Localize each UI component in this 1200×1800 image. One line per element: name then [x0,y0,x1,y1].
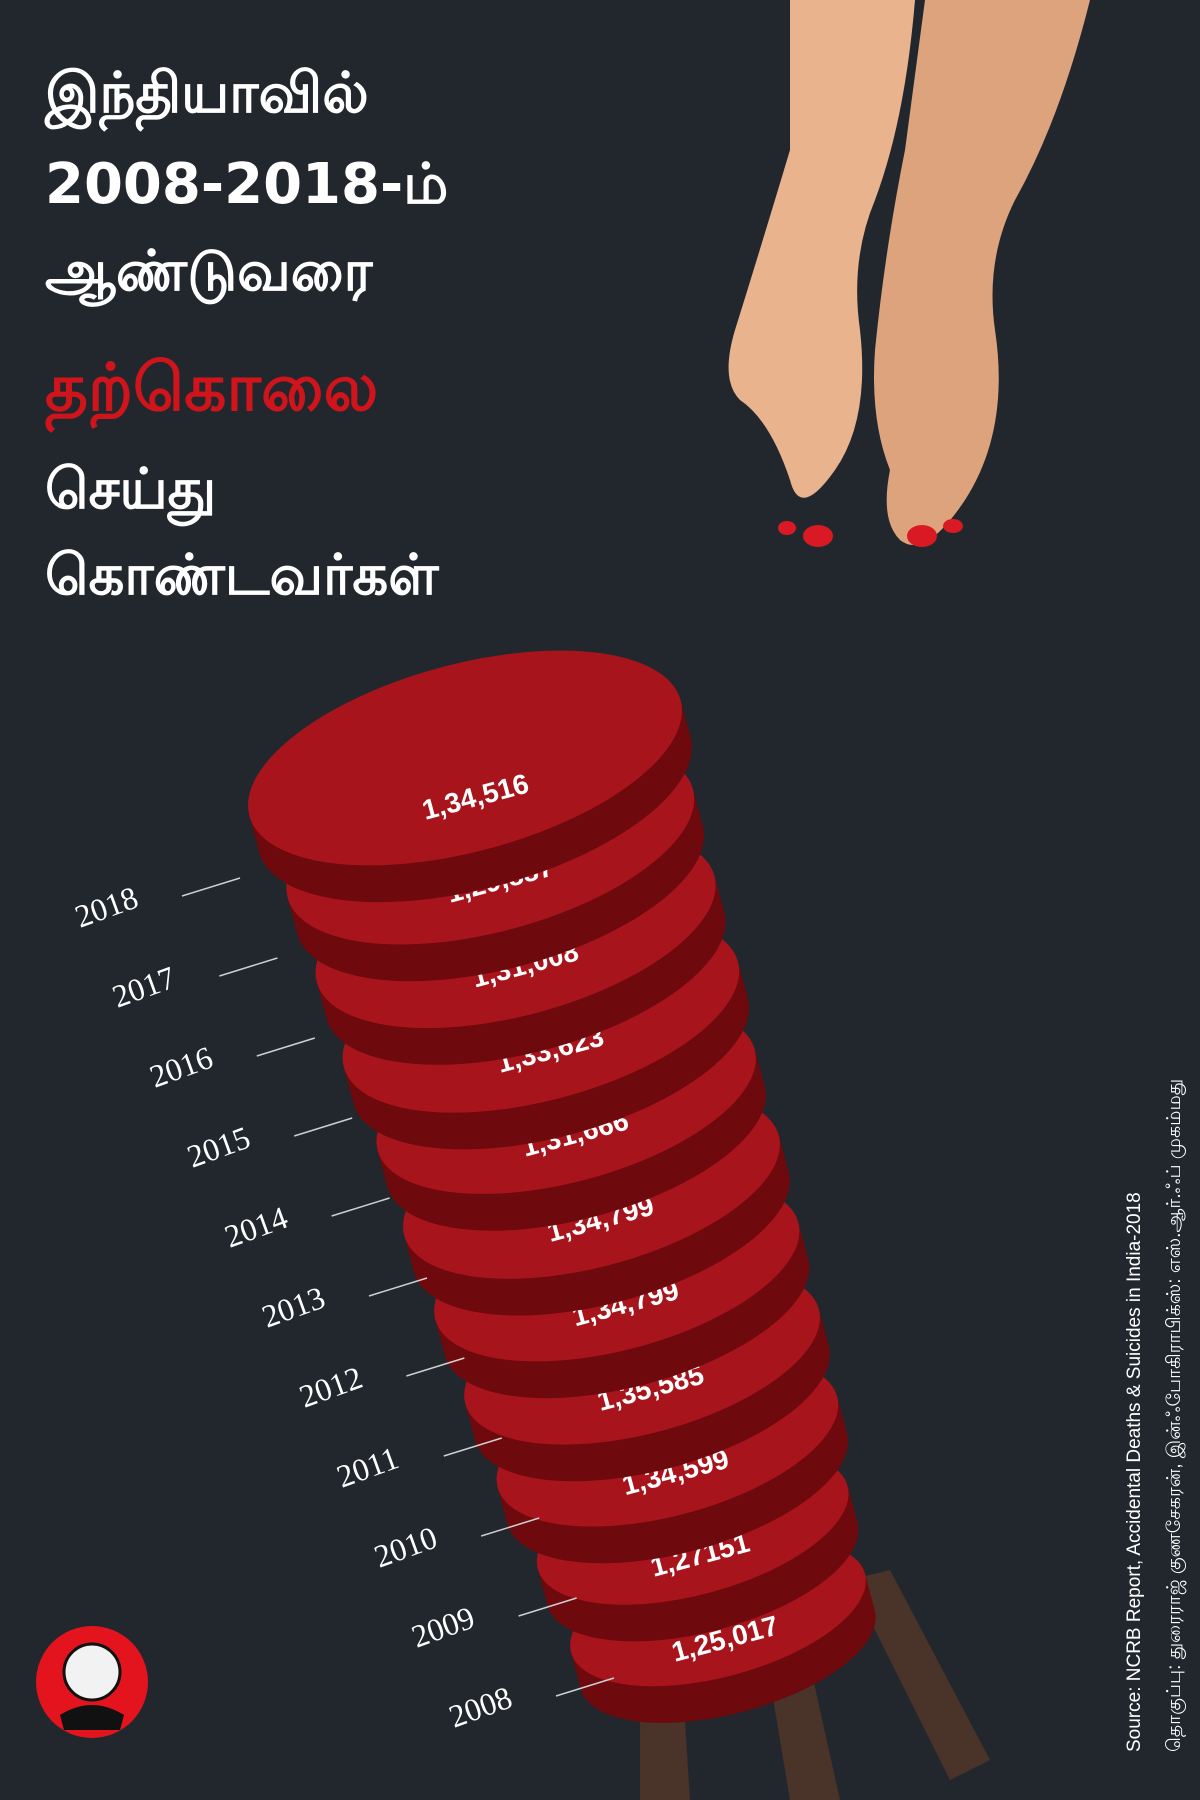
logo-face [62,1642,122,1702]
logo-body [60,1705,124,1730]
year-leader [518,1597,577,1617]
year-leader [219,957,278,977]
year-leader [480,1517,540,1537]
toenail [907,525,937,547]
disk-top [248,650,682,866]
year-leader [256,1037,316,1057]
credits-text: தொகுப்பு: துரைராஜ் குணசேகரன், இன்ஃபோகிரா… [1164,1079,1186,1752]
title-line: செய்து [45,457,216,526]
source-text: Source: NCRB Report, Accidental Deaths &… [1124,1192,1145,1752]
title-line: ஆண்டுவரை [45,239,374,307]
logo [36,1626,148,1738]
disk: 1,34,516 [248,650,692,903]
year-leader [555,1677,615,1697]
year-leader [181,877,241,897]
year-leader [443,1437,503,1457]
year-leader [368,1277,428,1297]
feet-illustration [728,0,1090,547]
title-line: கொண்டவர்கள் [45,543,440,608]
stool-leg [850,1570,990,1780]
year-leader [406,1357,465,1377]
title-block: இந்தியாவில் 2008-2018-ம் ஆண்டுவரை தற்கொலை செ… [44,61,448,608]
toenail [778,521,796,535]
year-leader [331,1197,390,1217]
title-line: இந்தியாவில் [44,61,369,133]
foot-right [874,0,1090,545]
toenail [803,525,833,547]
title-highlight: தற்கொலை [45,349,378,434]
year-leader [293,1117,353,1137]
toenail [943,519,963,533]
foot-left [728,0,915,498]
title-line: 2008-2018-ம் [45,152,448,217]
